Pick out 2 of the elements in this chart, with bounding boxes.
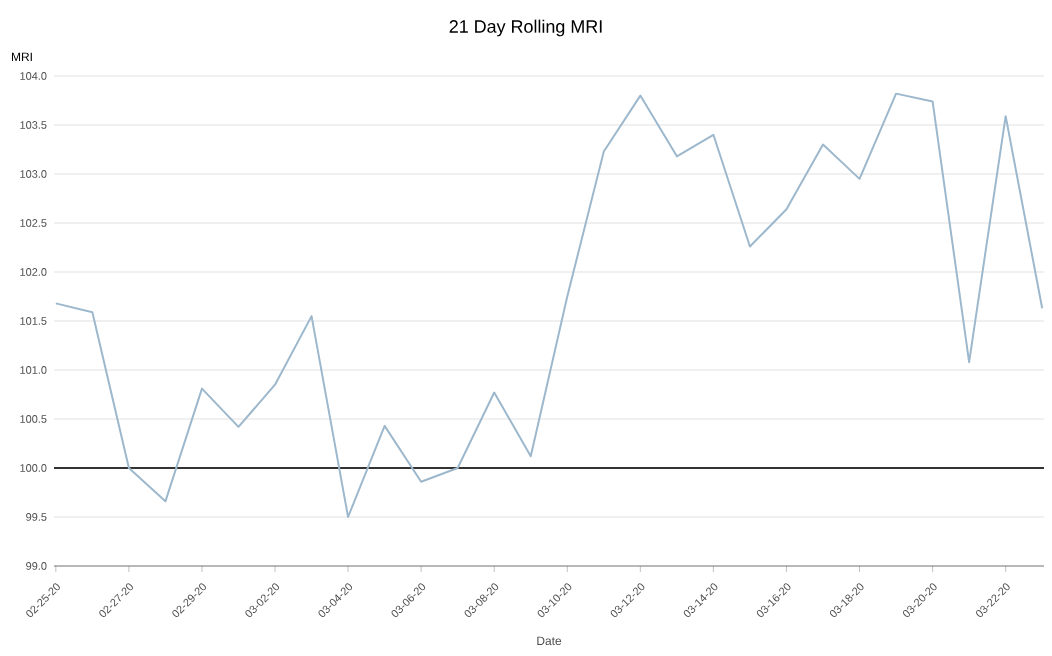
- line-series: [54, 92, 1044, 518]
- chart-title: 21 Day Rolling MRI: [449, 19, 602, 37]
